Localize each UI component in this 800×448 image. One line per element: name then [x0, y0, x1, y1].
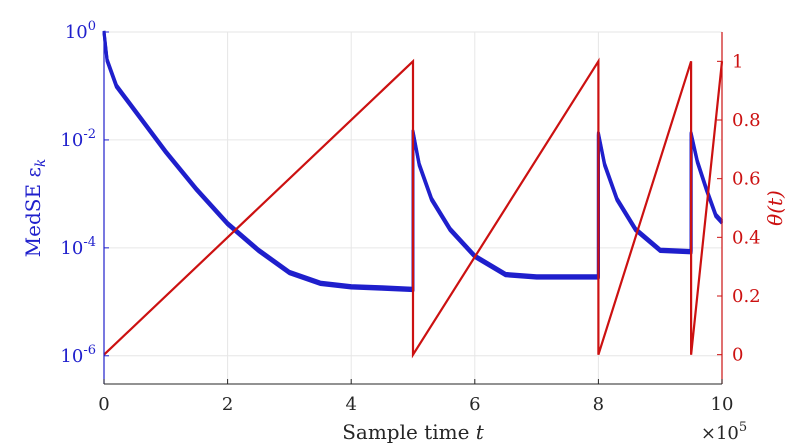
right-tick-label: 0.4 [732, 227, 761, 248]
x-tick-label: 4 [345, 394, 356, 415]
left-axis-title: MedSE εk [21, 159, 49, 258]
right-tick-label: 1 [732, 51, 743, 72]
theta-series-line [103, 57, 724, 359]
right-axis-title: θ(t) [763, 190, 787, 226]
x-tick-label: 2 [222, 394, 233, 415]
axes-layer [103, 31, 723, 385]
left-tick-label: 10-6 [60, 343, 96, 367]
left-tick-label: 10-4 [60, 235, 96, 259]
medse-series-line [102, 30, 724, 290]
x-multiplier-label: ×105 [701, 420, 747, 444]
right-tick-label: 0.2 [732, 286, 761, 307]
right-tick-label: 0 [732, 345, 743, 366]
labels-layer: 0 2 4 6 8 10 100 10-2 10-4 10-6 0 0.2 0.4 0.6 0.8 1 Samp… [21, 19, 787, 444]
left-tick-label: 10-2 [60, 127, 96, 151]
right-tick-label: 0.8 [732, 110, 761, 131]
x-tick-label: 8 [593, 394, 604, 415]
x-axis-title: Sample time t [342, 420, 485, 444]
x-tick-label: 10 [711, 394, 734, 415]
x-tick-label: 0 [98, 394, 109, 415]
series-layer [102, 30, 724, 359]
left-tick-label: 100 [65, 19, 96, 43]
x-tick-label: 6 [469, 394, 480, 415]
right-tick-label: 0.6 [732, 169, 761, 190]
